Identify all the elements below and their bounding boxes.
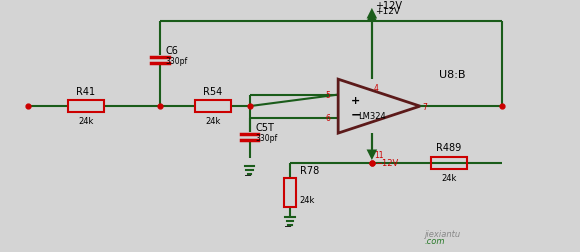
Text: R78: R78 [300, 166, 319, 176]
Polygon shape [367, 9, 377, 19]
Text: 330pf: 330pf [166, 57, 188, 66]
Text: −: − [284, 222, 292, 232]
Bar [284, 179, 296, 207]
Text: +12V: +12V [375, 7, 400, 16]
Text: −: − [350, 108, 361, 121]
Polygon shape [367, 150, 377, 161]
Text: 5: 5 [325, 91, 331, 100]
Text: 24k: 24k [441, 173, 456, 182]
Text: 24k: 24k [78, 116, 93, 125]
Text: 4: 4 [374, 84, 379, 93]
Text: +: + [351, 96, 360, 106]
Text: .com: .com [425, 237, 445, 245]
Text: 11: 11 [374, 150, 383, 160]
Text: 7: 7 [422, 102, 427, 111]
Text: −12V: −12V [375, 159, 398, 168]
Text: +12V: +12V [375, 1, 402, 11]
Text: U8:B: U8:B [439, 70, 466, 80]
Text: 24k: 24k [300, 195, 315, 204]
Text: 24k: 24k [205, 116, 220, 125]
Bar [195, 101, 231, 113]
Text: C6: C6 [166, 46, 179, 56]
Text: 6: 6 [325, 114, 331, 123]
Text: 330pf: 330pf [255, 134, 278, 143]
Text: R41: R41 [76, 86, 95, 96]
Text: jiexiantu: jiexiantu [425, 229, 461, 238]
Text: R54: R54 [204, 86, 223, 96]
Bar [67, 101, 104, 113]
Polygon shape [367, 12, 377, 22]
Text: −: − [244, 171, 252, 181]
Text: R489: R489 [436, 143, 462, 153]
Text: C5T: C5T [255, 123, 274, 133]
Bar [430, 157, 467, 170]
Text: LM324: LM324 [358, 112, 386, 121]
